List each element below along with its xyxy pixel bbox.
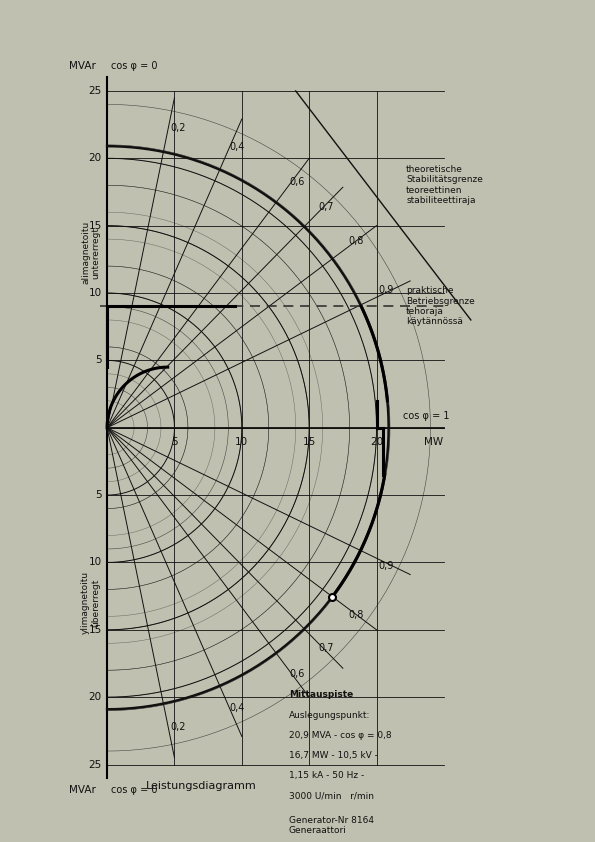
Text: cos φ = 0: cos φ = 0 (111, 61, 158, 71)
Text: Leistungsdiagramm: Leistungsdiagramm (146, 781, 257, 791)
Text: ylimagnetoitu
übererregt: ylimagnetoitu übererregt (82, 572, 101, 634)
Text: 15: 15 (302, 437, 316, 447)
Text: 16,7 MW - 10,5 kV -: 16,7 MW - 10,5 kV - (289, 751, 378, 760)
Text: praktische
Betriebsgrenze
tehoraja
käytännössä: praktische Betriebsgrenze tehoraja käytä… (406, 286, 475, 327)
Text: alimagnetoitu
untererregt: alimagnetoitu untererregt (82, 221, 101, 285)
Text: cos φ = 0: cos φ = 0 (111, 785, 158, 795)
Text: 0,4: 0,4 (230, 703, 245, 713)
Text: 5: 5 (171, 437, 178, 447)
Text: 0,8: 0,8 (348, 236, 364, 246)
Text: 10: 10 (235, 437, 248, 447)
Text: 0,9: 0,9 (378, 285, 393, 295)
Text: 0,2: 0,2 (170, 722, 186, 733)
Text: 0,7: 0,7 (318, 202, 334, 212)
Text: 10: 10 (89, 288, 102, 298)
Text: 25: 25 (89, 759, 102, 770)
Text: 0,6: 0,6 (289, 177, 305, 187)
Text: 1,15 kA - 50 Hz -: 1,15 kA - 50 Hz - (289, 771, 364, 781)
Text: cos φ = 1: cos φ = 1 (403, 411, 450, 421)
Text: 5: 5 (95, 355, 102, 365)
Text: MVAr: MVAr (70, 785, 96, 795)
Text: 0,4: 0,4 (230, 142, 245, 152)
Text: 0,7: 0,7 (318, 643, 334, 653)
Text: 20: 20 (89, 153, 102, 163)
Text: 25: 25 (89, 86, 102, 96)
Text: Auslegungspunkt:: Auslegungspunkt: (289, 711, 370, 720)
Text: 15: 15 (89, 221, 102, 231)
Text: 20: 20 (370, 437, 383, 447)
Text: MW: MW (424, 437, 443, 447)
Text: Mittauspiste: Mittauspiste (289, 690, 353, 700)
Text: 0,8: 0,8 (348, 610, 364, 620)
Text: MVAr: MVAr (70, 61, 96, 71)
Text: 15: 15 (89, 625, 102, 635)
Text: 0,6: 0,6 (289, 669, 305, 679)
Text: 0,9: 0,9 (378, 561, 393, 571)
Text: 5: 5 (95, 490, 102, 500)
Text: 3000 U/min   r/min: 3000 U/min r/min (289, 791, 374, 801)
Text: Generator-Nr 8164
Generaattori: Generator-Nr 8164 Generaattori (289, 816, 374, 835)
Text: 20,9 MVA - cos φ = 0,8: 20,9 MVA - cos φ = 0,8 (289, 731, 392, 740)
Text: 0,2: 0,2 (170, 123, 186, 133)
Text: 20: 20 (89, 692, 102, 702)
Text: theoretische
Stabilitätsgrenze
teoreettinen
stabiliteettiraja: theoretische Stabilitätsgrenze teoreetti… (406, 165, 483, 205)
Text: 10: 10 (89, 557, 102, 568)
